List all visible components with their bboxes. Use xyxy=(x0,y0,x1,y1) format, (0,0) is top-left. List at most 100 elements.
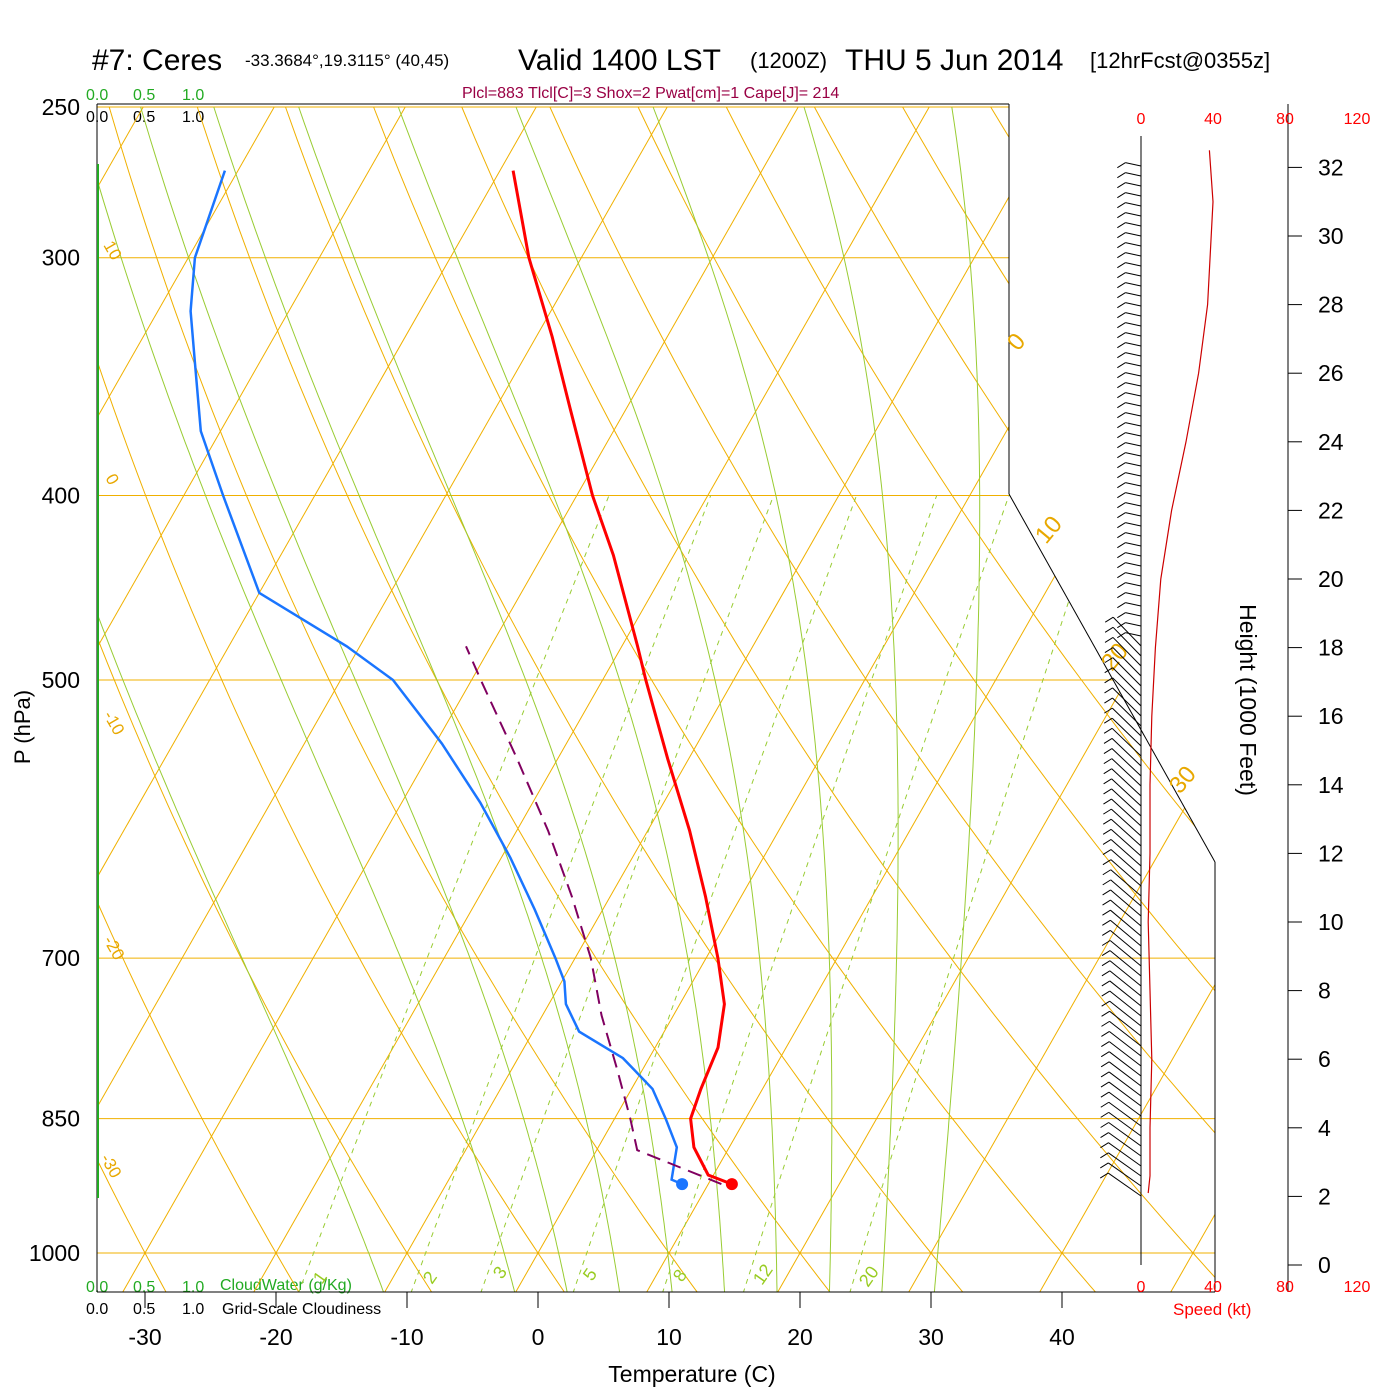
wind-barb xyxy=(1110,818,1142,847)
wind-barb-flag xyxy=(1117,502,1126,509)
wind-barb-flag xyxy=(1104,707,1113,714)
moist-adiabat-line xyxy=(298,106,673,1292)
wind-barb-flag xyxy=(1101,1020,1110,1027)
wind-barb xyxy=(1111,738,1142,767)
speed-tick-top: 120 xyxy=(1344,111,1371,128)
forecast-info: [12hrFcst@0355z] xyxy=(1090,48,1270,73)
wind-barb xyxy=(1125,212,1142,217)
dry-adiabat-line xyxy=(97,359,565,1292)
mixing-ratio-line xyxy=(742,495,1010,1292)
moist-adiabat-line xyxy=(97,177,516,1292)
wind-barb xyxy=(1125,542,1142,547)
wind-barb-flag xyxy=(1100,1091,1110,1098)
wind-barb xyxy=(1125,622,1142,627)
wind-barb-flag xyxy=(1117,382,1126,389)
wind-barb xyxy=(1125,372,1142,377)
isotherm-label: 0 xyxy=(102,471,123,489)
cloudiness-scale-bottom: 0.0 0.5 1.0 Grid-Scale Cloudiness xyxy=(86,1301,381,1318)
isotherm-line xyxy=(97,106,668,1109)
wind-barb-flag xyxy=(1101,1010,1110,1017)
wind-barb xyxy=(1108,1111,1142,1137)
wind-barb xyxy=(1111,758,1142,787)
wind-barb-flag xyxy=(1103,748,1113,754)
dry-adiabat-line xyxy=(549,106,1215,1134)
mixing-ratio-label: 5 xyxy=(579,1265,601,1285)
wind-barb xyxy=(1125,282,1142,287)
wind-barb xyxy=(1125,392,1142,397)
wind-barb-flag xyxy=(1101,950,1111,957)
wind-barb-flag xyxy=(1102,869,1112,876)
temperature-line xyxy=(511,170,733,1186)
wind-barb-flag xyxy=(1104,657,1114,664)
parcel-line xyxy=(465,645,722,1186)
wind-barb xyxy=(1109,990,1142,1017)
wind-barb-flag xyxy=(1101,1041,1110,1048)
wind-barb-flag xyxy=(1117,182,1126,189)
wind-barb-flag xyxy=(1117,522,1126,529)
y-tick-label: 500 xyxy=(42,667,80,693)
wind-barb-flag xyxy=(1117,272,1126,279)
wind-barb xyxy=(1125,582,1142,587)
wind-barb xyxy=(1109,960,1142,987)
wind-barb xyxy=(1109,970,1142,997)
wind-barb-flag xyxy=(1103,717,1113,724)
wind-barb xyxy=(1125,192,1142,197)
wind-barb-flag xyxy=(1117,222,1126,229)
wind-barb xyxy=(1125,302,1142,307)
dewpoint-line xyxy=(189,170,683,1186)
valid-zulu: (1200Z) xyxy=(750,48,827,73)
wind-barb-flag xyxy=(1117,442,1126,449)
svg-text:1.0: 1.0 xyxy=(182,1279,204,1296)
wind-barb-flag xyxy=(1117,392,1126,399)
wind-barb xyxy=(1125,262,1142,267)
mixing-ratio-line xyxy=(298,495,610,1292)
valid-date: THU 5 Jun 2014 xyxy=(845,44,1063,77)
wind-barb-flag xyxy=(1117,312,1126,319)
cloudwater-label: CloudWater (g/Kg) xyxy=(220,1277,352,1294)
svg-text:0.0: 0.0 xyxy=(86,1301,108,1318)
wind-barb xyxy=(1110,849,1142,877)
height-tick-label: 6 xyxy=(1318,1046,1331,1072)
wind-barb-flag xyxy=(1103,788,1112,795)
y-tick-label: 400 xyxy=(42,483,80,509)
wind-barb xyxy=(1112,616,1142,647)
wind-barb xyxy=(1125,332,1142,337)
wind-barb xyxy=(1125,362,1142,367)
speed-tick-top: 80 xyxy=(1276,111,1294,128)
speed-tick-top: 40 xyxy=(1204,111,1222,128)
x-tick-label: -30 xyxy=(128,1324,161,1350)
moist-adiabat-line xyxy=(515,106,778,1292)
wind-barb xyxy=(1125,512,1142,517)
wind-barb-flag xyxy=(1104,647,1114,653)
dry-adiabat-line xyxy=(97,900,300,1292)
isotherm-label: -30 xyxy=(97,1151,126,1182)
mixing-ratio-line xyxy=(572,495,857,1292)
wind-barb xyxy=(1112,626,1142,657)
wind-barb-flag xyxy=(1102,879,1111,886)
wind-barb xyxy=(1125,442,1142,447)
dry-adiabat-line xyxy=(725,106,1215,852)
wind-barb-flag xyxy=(1100,1111,1109,1118)
wind-barb xyxy=(1112,667,1142,697)
wind-barb-flag xyxy=(1117,562,1126,569)
height-tick-label: 30 xyxy=(1318,223,1344,249)
isotherm-line xyxy=(908,753,1215,1292)
wind-barb xyxy=(1109,1010,1142,1037)
wind-barb-flag xyxy=(1104,636,1114,643)
cloudiness-label: Grid-Scale Cloudiness xyxy=(222,1301,381,1318)
x-tick-label: -20 xyxy=(259,1324,292,1350)
wind-barb xyxy=(1108,1091,1142,1117)
wind-barb xyxy=(1111,707,1142,737)
wind-barb-flag xyxy=(1117,612,1126,619)
wind-barb xyxy=(1125,592,1142,597)
wind-barb-flag xyxy=(1102,899,1111,906)
x-tick-label: 40 xyxy=(1049,1324,1075,1350)
height-tick-label: 24 xyxy=(1318,429,1344,455)
wind-barb-flag xyxy=(1117,472,1126,479)
isotherm-line xyxy=(646,294,1215,1292)
wind-barb-flag xyxy=(1103,727,1113,734)
height-tick-label: 32 xyxy=(1318,154,1344,180)
wind-barbs xyxy=(1099,162,1142,1197)
